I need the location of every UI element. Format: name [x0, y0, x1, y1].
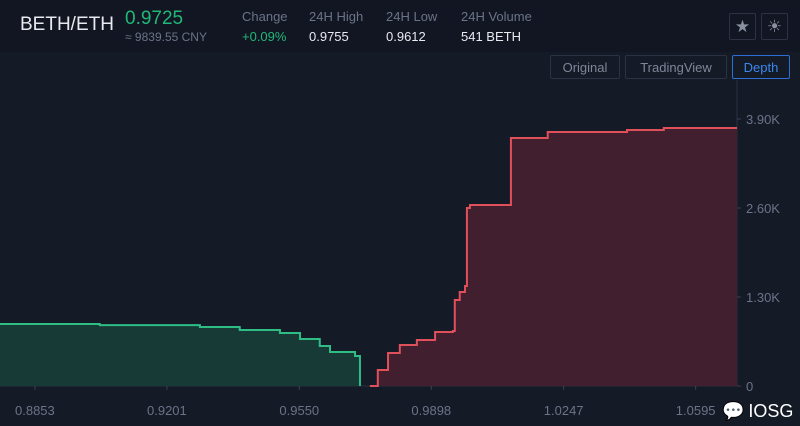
- bid-depth-line: [0, 323, 361, 386]
- ask-depth-area: [369, 127, 737, 387]
- bid-depth-area: [0, 324, 360, 386]
- x-tick-label: 1.0247: [544, 403, 584, 418]
- x-tick-label: 0.9201: [147, 403, 187, 418]
- stat-value: +0.09%: [242, 29, 287, 44]
- x-tick-label: 0.9898: [411, 403, 451, 418]
- stat-label: 24H Low: [386, 9, 438, 24]
- cny-price: ≈ 9839.55 CNY: [125, 30, 207, 44]
- watermark: 💬 IOSG: [722, 400, 793, 422]
- star-icon[interactable]: ★: [729, 13, 756, 40]
- y-tick-label: 0: [746, 379, 753, 394]
- market-header: BETH/ETH 0.9725 ≈ 9839.55 CNY Change +0.…: [0, 0, 800, 52]
- stat-label: 24H High: [309, 9, 364, 24]
- stat-24h-volume: 24H Volume 541 BETH: [461, 9, 532, 44]
- view-tradingview-button[interactable]: TradingView: [625, 55, 727, 79]
- last-price: 0.9725: [125, 8, 184, 29]
- stat-24h-high: 24H High 0.9755: [309, 9, 363, 44]
- y-tick-label: 1.30K: [746, 290, 780, 305]
- stat-label: Change: [242, 9, 288, 24]
- watermark-text: IOSG: [748, 401, 794, 421]
- y-tick-label: 3.90K: [746, 112, 780, 127]
- y-tick-label: 2.60K: [746, 201, 780, 216]
- stat-value: 0.9612: [386, 29, 426, 44]
- stat-24h-low: 24H Low 0.9612: [386, 9, 437, 44]
- stat-change: Change +0.09%: [242, 9, 288, 44]
- x-tick-label: 0.9550: [279, 403, 319, 418]
- ask-depth-line: [369, 126, 737, 387]
- x-tick-label: 1.0595: [676, 403, 716, 418]
- stat-label: 24H Volume: [461, 9, 532, 24]
- view-original-button[interactable]: Original: [550, 55, 620, 79]
- wechat-icon: 💬: [722, 401, 745, 421]
- view-depth-button[interactable]: Depth: [732, 55, 790, 79]
- stat-value: 0.9755: [309, 29, 349, 44]
- x-tick-label: 0.8853: [15, 403, 55, 418]
- pair-name[interactable]: BETH/ETH: [20, 14, 114, 35]
- sun-icon[interactable]: ☀: [761, 13, 788, 40]
- stat-value: 541 BETH: [461, 29, 521, 44]
